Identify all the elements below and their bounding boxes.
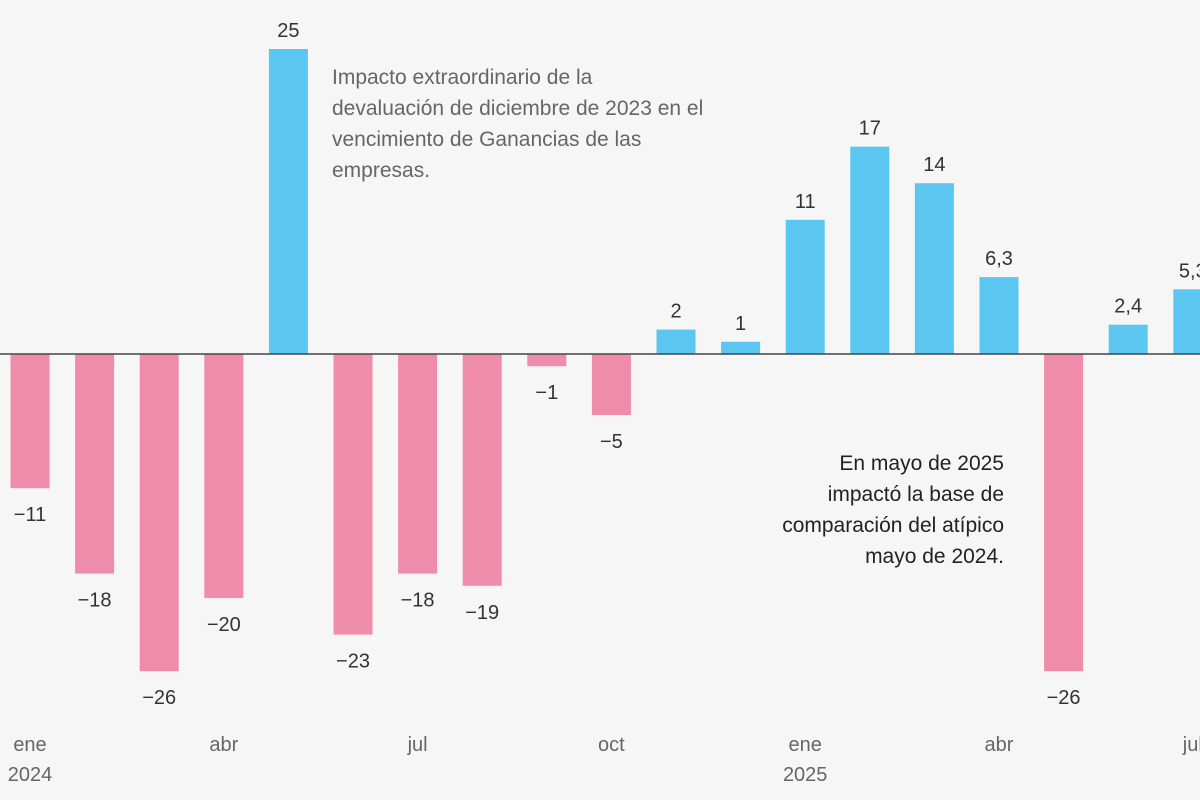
bar-value-label-14: 17 — [859, 118, 881, 140]
x-tick-label-1: ene — [13, 734, 46, 756]
bar-6 — [333, 354, 373, 635]
bar-value-label-17: −26 — [1047, 687, 1081, 709]
x-tick-year-label-1: 2024 — [8, 764, 53, 786]
bar-18 — [1108, 324, 1148, 354]
x-tick-label-5: ene — [789, 734, 822, 756]
bar-value-label-1: −11 — [14, 504, 46, 526]
bar-value-label-12: 1 — [735, 313, 746, 335]
bar-5 — [268, 49, 308, 354]
bar-12 — [721, 341, 761, 354]
bar-14 — [850, 146, 890, 354]
bar-19 — [1173, 289, 1200, 354]
bar-value-label-4: −20 — [207, 614, 241, 636]
bar-15 — [914, 183, 954, 354]
bar-value-label-16: 6,3 — [985, 248, 1013, 270]
bar-7 — [398, 354, 438, 574]
annotation-devaluation-line-2: devaluación de diciembre de 2023 en el — [332, 97, 704, 120]
x-tick-label-6: abr — [985, 734, 1014, 756]
bar-value-label-5: 25 — [277, 20, 299, 42]
bar-16 — [979, 277, 1019, 354]
annotation-devaluation-line-1: Impacto extraordinario de la — [332, 66, 593, 89]
bar-13 — [785, 219, 825, 354]
annotation-devaluation: Impacto extraordinario de la devaluación… — [332, 62, 703, 186]
bar-3 — [139, 354, 179, 672]
annotation-devaluation-line-3: vencimiento de Ganancias de las — [332, 128, 642, 151]
bar-labels-group: −11−18−26−2025−23−18−19−1−5211117146,3−2… — [14, 20, 1200, 709]
annotation-base-line-3: comparación del atípico — [782, 514, 1004, 537]
bar-value-label-7: −18 — [401, 590, 435, 612]
bar-value-label-3: −26 — [142, 687, 176, 709]
annotation-base-line-1: En mayo de 2025 — [839, 452, 1004, 475]
bar-value-label-11: 2 — [670, 301, 681, 323]
annotation-base-line-2: impactó la base de — [827, 483, 1004, 506]
bar-2 — [75, 354, 115, 574]
bar-value-label-15: 14 — [923, 154, 945, 176]
bars-group — [10, 49, 1200, 672]
bar-17 — [1044, 354, 1084, 672]
bar-value-label-18: 2,4 — [1114, 296, 1142, 318]
bar-8 — [462, 354, 502, 586]
bar-value-label-13: 11 — [795, 191, 816, 213]
bar-10 — [591, 354, 631, 415]
x-tick-year-label-5: 2025 — [783, 764, 828, 786]
bar-value-label-2: −18 — [78, 590, 112, 612]
x-tick-label-4: oct — [598, 734, 625, 756]
bar-value-label-19: 5,3 — [1179, 260, 1200, 282]
bar-value-label-9: −1 — [535, 382, 558, 404]
annotation-base-comparison: En mayo de 2025 impactó la base de compa… — [782, 448, 1004, 572]
bar-4 — [204, 354, 244, 598]
x-tick-label-2: abr — [209, 734, 238, 756]
bar-value-label-10: −5 — [600, 431, 623, 453]
bar-value-label-6: −23 — [336, 651, 370, 673]
bar-9 — [527, 354, 567, 367]
annotation-devaluation-line-4: empresas. — [332, 159, 431, 182]
x-tick-label-3: jul — [407, 734, 428, 756]
annotation-base-line-4: mayo de 2024. — [865, 545, 1004, 568]
x-tick-label-7: jul — [1182, 734, 1200, 756]
bar-value-label-8: −19 — [465, 602, 499, 624]
bar-11 — [656, 329, 696, 354]
bar-1 — [10, 354, 50, 489]
x-axis-ticks: ene 2024 abr jul oct ene 2025 abr jul — [8, 734, 1200, 786]
